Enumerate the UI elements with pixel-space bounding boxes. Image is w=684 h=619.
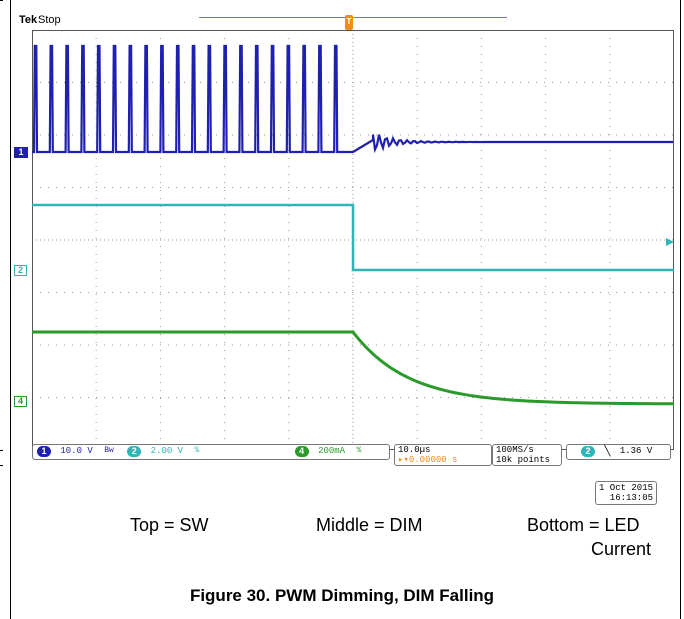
led-current-trace xyxy=(32,330,674,406)
ch2-scale: 2.00 V xyxy=(150,446,184,456)
trigger-level-arrow xyxy=(666,238,674,246)
falling-edge-icon: ╲ xyxy=(604,447,611,458)
ch1-badge: 1 xyxy=(37,446,51,457)
ch4-scale: 200mA xyxy=(318,446,346,456)
ch1-bandwidth-icon: Bᴡ xyxy=(104,446,114,455)
caption-bottom-line2: Current xyxy=(591,539,652,559)
left-tick-c xyxy=(0,465,3,466)
oscilloscope-screenshot: Tek Stop T 1 2 4 1 10.0 V Bᴡ 2 2.00 V % … xyxy=(14,12,674,480)
ch1-marker-label: 1 xyxy=(18,147,24,157)
capture-date: 1 Oct 2015 xyxy=(599,483,654,493)
trigger-position-value: ▸▾0.00000 s xyxy=(398,455,458,465)
ch1-scale: 10.0 V xyxy=(60,446,93,456)
run-state: Stop xyxy=(38,14,61,26)
capture-time: 16:13:05 xyxy=(609,493,654,503)
figure-title: Figure 30. PWM Dimming, DIM Falling xyxy=(189,586,495,605)
ch2-marker-label: 2 xyxy=(17,265,23,275)
ch4-badge: 4 xyxy=(294,446,309,457)
trigger-source-badge: 2 xyxy=(581,446,595,457)
sw-trace xyxy=(32,44,673,154)
left-tick-b xyxy=(0,450,3,451)
scope-brand: Tek xyxy=(19,14,38,26)
record-length: 10k points xyxy=(496,455,551,465)
ch2-badge: 2 xyxy=(127,446,142,457)
waveform-display xyxy=(32,30,674,450)
scope-status-bar: 1 10.0 V Bᴡ 2 2.00 V % 4 200mA % 10.0µs … xyxy=(32,444,674,470)
left-tick-a xyxy=(0,0,3,1)
trigger-marker-label: T xyxy=(346,17,352,26)
right-border xyxy=(680,0,681,619)
ch2-bandwidth-icon: % xyxy=(194,446,200,455)
trigger-position-bar xyxy=(199,17,507,18)
scope-header: Tek Stop T xyxy=(14,12,674,30)
caption-bottom-line1: Bottom = LED xyxy=(527,515,640,535)
ch4-ground-marker: 4 xyxy=(14,396,27,407)
ch2-ground-marker: 2 xyxy=(14,265,27,276)
trigger-level: 1.36 V xyxy=(619,446,653,456)
ch1-ground-marker: 1 xyxy=(14,147,28,158)
timebase-box: 10.0µs ▸▾0.00000 s xyxy=(394,444,492,466)
caption-top: Top = SW xyxy=(130,515,209,535)
timestamp-box: 1 Oct 2015 16:13:05 xyxy=(595,481,658,505)
ch4-bandwidth-icon: % xyxy=(356,446,362,455)
dim-trace xyxy=(32,203,674,272)
acquisition-box: 100MS/s 10k points xyxy=(492,444,562,466)
vertical-settings-box: 1 10.0 V Bᴡ 2 2.00 V % 4 200mA % xyxy=(32,444,390,460)
ch4-marker-label: 4 xyxy=(17,396,23,406)
sample-rate: 100MS/s xyxy=(496,445,534,455)
trigger-settings-box: 2 ╲ 1.36 V xyxy=(566,444,671,460)
timebase-value: 10.0µs xyxy=(398,445,431,455)
caption-middle: Middle = DIM xyxy=(316,515,423,535)
trigger-marker: T xyxy=(345,15,353,30)
waveform-canvas xyxy=(32,30,674,450)
left-border xyxy=(10,0,11,619)
